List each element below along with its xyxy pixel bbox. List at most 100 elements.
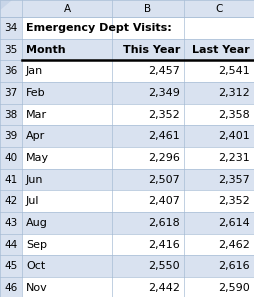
- Text: 35: 35: [4, 45, 18, 55]
- Bar: [112, 234, 184, 255]
- Bar: [184, 39, 254, 60]
- Bar: [184, 255, 254, 277]
- Bar: [112, 212, 184, 234]
- Bar: [184, 125, 254, 147]
- Bar: [0, 255, 22, 277]
- Text: 2,442: 2,442: [148, 283, 180, 293]
- Bar: [184, 104, 254, 125]
- Text: 2,618: 2,618: [148, 218, 180, 228]
- Bar: [22, 104, 112, 125]
- Bar: [184, 17, 254, 39]
- Bar: [112, 147, 184, 169]
- Bar: [0, 277, 22, 297]
- Bar: [22, 17, 112, 39]
- Text: Oct: Oct: [26, 261, 45, 271]
- Text: 2,614: 2,614: [218, 218, 250, 228]
- Bar: [184, 147, 254, 169]
- Text: 2,550: 2,550: [148, 261, 180, 271]
- Text: 45: 45: [4, 261, 18, 271]
- Text: May: May: [26, 153, 49, 163]
- Bar: [0, 147, 22, 169]
- Text: B: B: [145, 4, 152, 13]
- Text: 2,507: 2,507: [148, 175, 180, 184]
- Bar: [22, 234, 112, 255]
- Text: 46: 46: [4, 283, 18, 293]
- Bar: [22, 39, 112, 60]
- Text: 40: 40: [4, 153, 18, 163]
- Bar: [112, 125, 184, 147]
- Text: Jul: Jul: [26, 196, 40, 206]
- Text: 2,462: 2,462: [218, 240, 250, 249]
- Bar: [112, 190, 184, 212]
- Bar: [22, 60, 112, 82]
- Text: 37: 37: [4, 88, 18, 98]
- Bar: [22, 255, 112, 277]
- Bar: [184, 0, 254, 17]
- Bar: [22, 125, 112, 147]
- Text: Last Year: Last Year: [192, 45, 250, 55]
- Text: Month: Month: [26, 45, 66, 55]
- Bar: [184, 169, 254, 190]
- Text: 2,312: 2,312: [218, 88, 250, 98]
- Text: Apr: Apr: [26, 131, 45, 141]
- Text: Jun: Jun: [26, 175, 43, 184]
- Text: Aug: Aug: [26, 218, 48, 228]
- Bar: [0, 234, 22, 255]
- Bar: [112, 39, 184, 60]
- Bar: [0, 125, 22, 147]
- Text: Sep: Sep: [26, 240, 47, 249]
- Bar: [0, 39, 22, 60]
- Text: Jan: Jan: [26, 66, 43, 76]
- Text: Nov: Nov: [26, 283, 48, 293]
- Bar: [22, 0, 112, 17]
- Text: 2,296: 2,296: [148, 153, 180, 163]
- Bar: [112, 169, 184, 190]
- Bar: [112, 255, 184, 277]
- Text: Mar: Mar: [26, 110, 47, 119]
- Text: 2,352: 2,352: [148, 110, 180, 119]
- Text: 2,457: 2,457: [148, 66, 180, 76]
- Bar: [0, 60, 22, 82]
- Text: 44: 44: [4, 240, 18, 249]
- Bar: [22, 147, 112, 169]
- Bar: [22, 169, 112, 190]
- Bar: [112, 0, 184, 17]
- Text: 2,590: 2,590: [218, 283, 250, 293]
- Bar: [0, 0, 22, 17]
- Text: 2,541: 2,541: [218, 66, 250, 76]
- Bar: [0, 17, 22, 39]
- Bar: [112, 82, 184, 104]
- Bar: [112, 104, 184, 125]
- Bar: [184, 277, 254, 297]
- Bar: [112, 277, 184, 297]
- Bar: [22, 190, 112, 212]
- Text: 34: 34: [4, 23, 18, 33]
- Text: This Year: This Year: [123, 45, 180, 55]
- Text: Emergency Dept Visits:: Emergency Dept Visits:: [26, 23, 172, 33]
- Text: 2,616: 2,616: [218, 261, 250, 271]
- Text: 2,349: 2,349: [148, 88, 180, 98]
- Bar: [0, 212, 22, 234]
- Polygon shape: [0, 0, 12, 10]
- Text: 2,401: 2,401: [218, 131, 250, 141]
- Bar: [0, 190, 22, 212]
- Text: 42: 42: [4, 196, 18, 206]
- Text: 39: 39: [4, 131, 18, 141]
- Text: 2,357: 2,357: [218, 175, 250, 184]
- Bar: [0, 82, 22, 104]
- Bar: [184, 60, 254, 82]
- Bar: [112, 60, 184, 82]
- Text: 2,352: 2,352: [218, 196, 250, 206]
- Text: 43: 43: [4, 218, 18, 228]
- Text: Feb: Feb: [26, 88, 46, 98]
- Text: 38: 38: [4, 110, 18, 119]
- Bar: [22, 82, 112, 104]
- Text: 2,461: 2,461: [148, 131, 180, 141]
- Bar: [184, 190, 254, 212]
- Text: 2,416: 2,416: [148, 240, 180, 249]
- Text: 2,231: 2,231: [218, 153, 250, 163]
- Bar: [0, 169, 22, 190]
- Text: 41: 41: [4, 175, 18, 184]
- Text: A: A: [64, 4, 71, 13]
- Text: 2,407: 2,407: [148, 196, 180, 206]
